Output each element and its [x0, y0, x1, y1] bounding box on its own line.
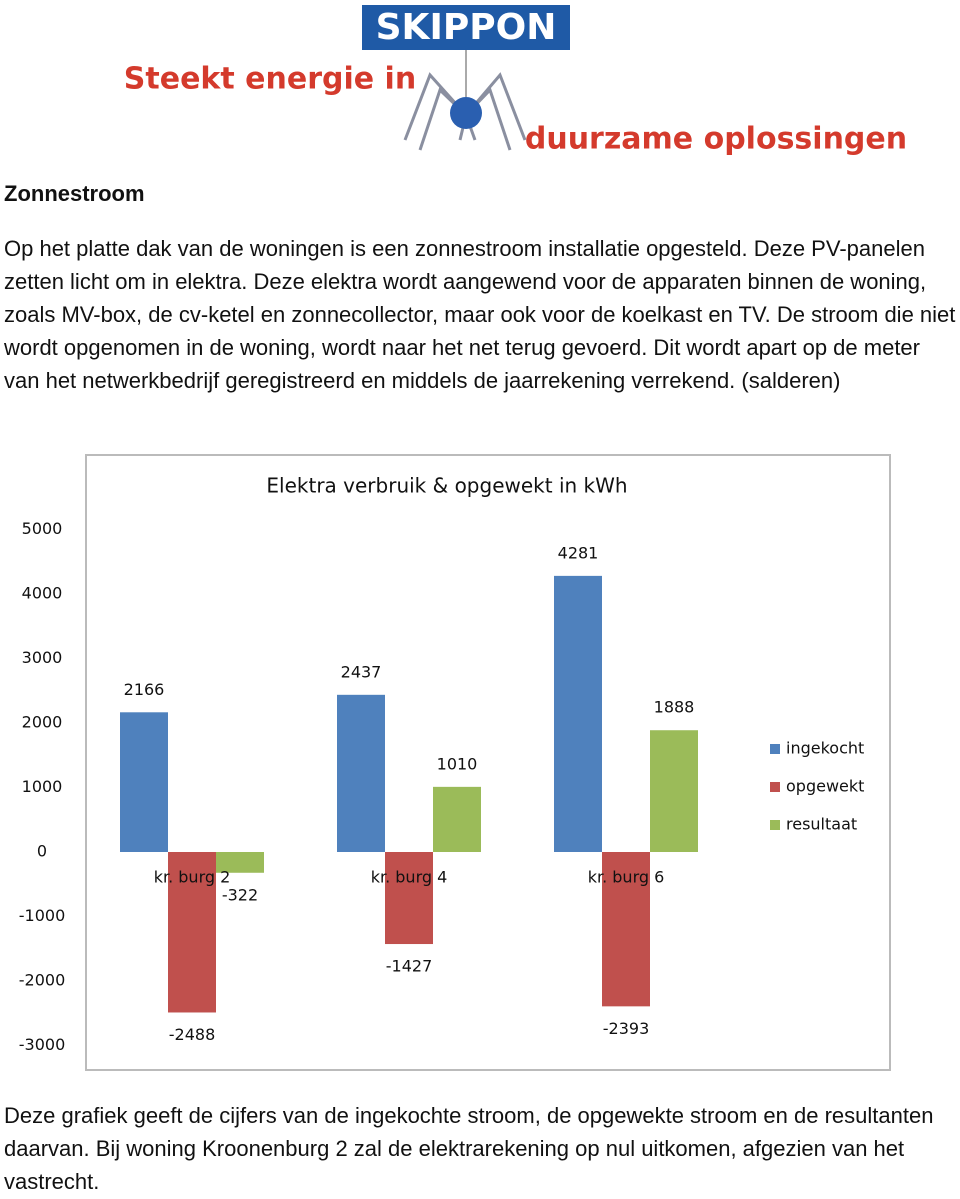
y-tick-label: -3000	[19, 1035, 66, 1054]
y-tick-label: 2000	[22, 713, 63, 732]
x-tick-label: kr. burg 6	[588, 868, 665, 887]
y-tick-label: 4000	[22, 584, 63, 603]
bar	[433, 786, 481, 852]
legend-swatch	[770, 782, 780, 792]
data-label: -2393	[603, 1019, 650, 1038]
data-label: 2437	[341, 662, 382, 681]
chart-frame	[85, 454, 891, 1071]
data-label: -2488	[169, 1025, 216, 1044]
legend-label: resultaat	[786, 815, 857, 834]
y-tick-label: 1000	[22, 777, 63, 796]
heading: Zonnestroom	[4, 181, 145, 206]
y-tick-label: -1000	[19, 906, 66, 925]
y-tick-label: 0	[37, 842, 47, 861]
outro: Deze grafiek geeft de cijfers van de ing…	[4, 1103, 934, 1194]
logo-spider	[450, 97, 482, 129]
data-label: 1888	[654, 698, 695, 717]
data-label: -1427	[386, 957, 433, 976]
bar	[602, 852, 650, 1007]
legend-label: ingekocht	[786, 739, 864, 758]
data-label: 1010	[437, 754, 478, 773]
x-tick-label: kr. burg 2	[154, 868, 231, 887]
bar	[554, 575, 602, 852]
x-tick-label: kr. burg 4	[371, 868, 448, 887]
logo-box	[362, 5, 570, 50]
legend-swatch	[770, 820, 780, 830]
bar	[337, 694, 385, 852]
y-tick-label: -2000	[19, 971, 66, 990]
data-label: -322	[222, 885, 258, 904]
logo-brand: SKIPPON	[376, 7, 557, 48]
bar	[385, 852, 433, 945]
bar	[168, 852, 216, 1013]
y-tick-label: 5000	[22, 519, 63, 538]
bar	[120, 712, 168, 852]
bar	[216, 852, 264, 873]
legend-swatch	[770, 744, 780, 754]
bar	[650, 730, 698, 852]
y-tick-label: 3000	[22, 648, 63, 667]
intro: Op het platte dak van de woningen is een…	[4, 236, 956, 393]
legend-label: opgewekt	[786, 777, 864, 796]
data-label: 4281	[558, 543, 599, 562]
logo-slogan: Steekt energie in	[124, 62, 416, 97]
logo-slogan: duurzame oplossingen	[525, 122, 907, 157]
data-label: 2166	[124, 680, 165, 699]
chart-title: Elektra verbruik & opgewekt in kWh	[266, 474, 627, 498]
